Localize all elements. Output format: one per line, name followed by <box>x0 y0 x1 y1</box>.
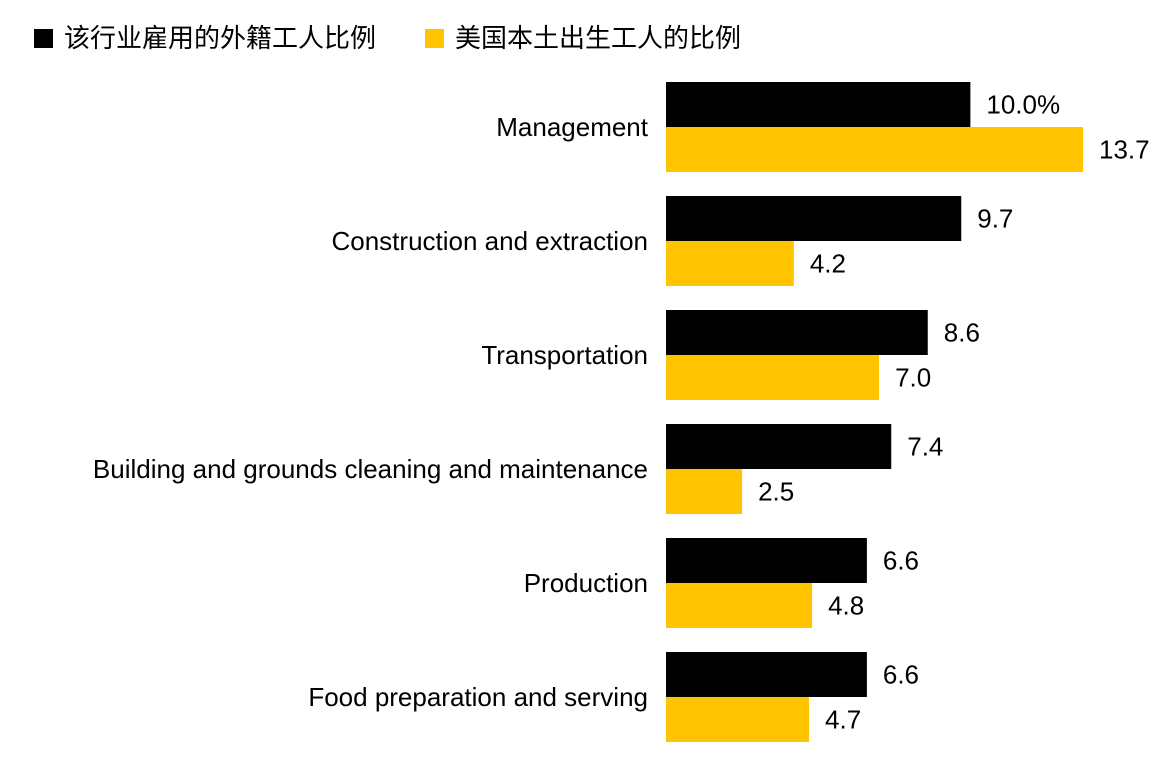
value-label: 2.5 <box>758 477 794 507</box>
value-label: 10.0% <box>986 90 1060 120</box>
value-label: 7.0 <box>895 363 931 393</box>
category-label: Transportation <box>481 340 648 370</box>
bar-group-management: Management 10.0% 13.7 <box>496 82 1150 172</box>
category-label: Building and grounds cleaning and mainte… <box>93 454 648 484</box>
legend-swatch-foreign <box>34 29 53 48</box>
bar-foreign-construction-and-extraction <box>666 196 962 241</box>
bar-native-management <box>666 127 1083 172</box>
bar-native-construction-and-extraction <box>666 241 794 286</box>
bar-group-transportation: Transportation 8.6 7.0 <box>481 310 980 400</box>
category-label: Construction and extraction <box>331 226 648 256</box>
bar-native-food-preparation-and-serving <box>666 697 810 742</box>
value-label: 13.7 <box>1099 135 1150 165</box>
bar-foreign-food-preparation-and-serving <box>666 652 867 697</box>
bar-native-production <box>666 583 813 628</box>
plot-area: Management 10.0% 13.7 Construction and extr… <box>93 82 1150 742</box>
value-label: 9.7 <box>977 204 1013 234</box>
bar-group-food-preparation-and-serving: Food preparation and serving 6.6 4.7 <box>308 652 919 742</box>
value-label: 4.7 <box>825 705 861 735</box>
value-label: 7.4 <box>907 432 943 462</box>
category-label: Production <box>524 568 648 598</box>
bar-foreign-production <box>666 538 867 583</box>
value-label: 6.6 <box>883 546 919 576</box>
legend: 该行业雇用的外籍工人比例 美国本土出生工人的比例 <box>34 24 741 54</box>
bar-group-building-and-grounds-cleaning-and-maintenance: Building and grounds cleaning and mainte… <box>93 424 943 514</box>
bar-group-production: Production 6.6 4.8 <box>524 538 919 628</box>
bar-foreign-management <box>666 82 971 127</box>
bar-group-construction-and-extraction: Construction and extraction 9.7 4.2 <box>331 196 1013 286</box>
bar-foreign-building-and-grounds-cleaning-and-maintenance <box>666 424 892 469</box>
bar-native-transportation <box>666 355 880 400</box>
bar-foreign-transportation <box>666 310 928 355</box>
legend-label-foreign: 该行业雇用的外籍工人比例 <box>64 24 376 54</box>
legend-swatch-native <box>425 29 444 48</box>
value-label: 6.6 <box>883 660 919 690</box>
value-label: 4.8 <box>828 591 864 621</box>
category-label: Management <box>496 112 649 142</box>
value-label: 4.2 <box>810 249 846 279</box>
category-label: Food preparation and serving <box>308 682 648 712</box>
bar-native-building-and-grounds-cleaning-and-maintenance <box>666 469 743 514</box>
legend-label-native: 美国本土出生工人的比例 <box>455 24 741 54</box>
value-label: 8.6 <box>944 318 980 348</box>
